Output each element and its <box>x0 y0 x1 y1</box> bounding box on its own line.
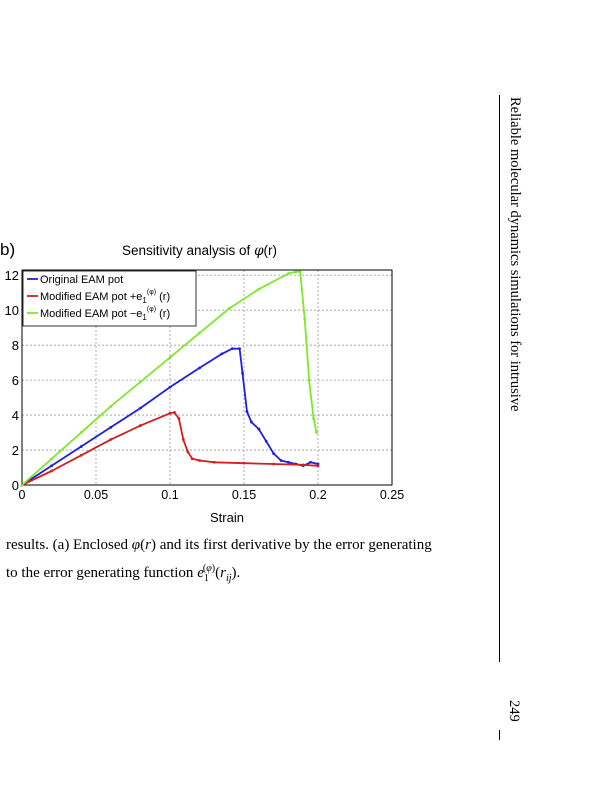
plot-frame <box>21 269 393 486</box>
phi-r-symbol: φ <box>131 537 141 553</box>
data-point <box>139 380 142 384</box>
data-point <box>50 457 53 461</box>
y-tick-label: 10 <box>5 303 19 318</box>
y-tick-label: 6 <box>12 373 19 388</box>
data-point <box>109 404 113 408</box>
chart-title: Sensitivity analysis of φ(r) <box>122 243 277 259</box>
legend-entry: Original EAM pot <box>40 274 123 286</box>
y-tick-label: 4 <box>12 408 19 423</box>
legend-entry: Modified EAM pot +e1(φ) (r) <box>40 289 170 305</box>
data-point <box>312 417 315 420</box>
data-point <box>198 459 202 462</box>
data-point <box>50 469 53 473</box>
x-tick-label: 0.2 <box>309 488 326 502</box>
data-point <box>79 445 83 448</box>
series-lines <box>20 270 320 487</box>
data-point <box>168 411 172 415</box>
data-point <box>315 431 318 434</box>
data-point <box>230 347 234 351</box>
data-point <box>316 464 320 468</box>
data-point <box>50 464 53 468</box>
data-point <box>168 385 172 389</box>
error-function-symbol: e <box>197 565 204 581</box>
running-head: Reliable molecular dynamics simulations … <box>507 97 523 412</box>
data-point <box>287 460 290 464</box>
caption-line2-post: . <box>236 565 241 581</box>
data-point <box>79 453 83 457</box>
data-point <box>198 366 202 370</box>
data-point <box>298 270 302 274</box>
data-point <box>186 450 190 454</box>
caption-line1-mid: and its first derivative by the error ge… <box>155 537 432 553</box>
data-point <box>139 424 142 427</box>
data-point <box>242 461 246 465</box>
data-point <box>250 420 253 424</box>
legend-entry: Modified EAM pot −e1(φ) (r) <box>40 306 170 322</box>
panel-label: b) <box>0 240 16 259</box>
y-tick-label: 8 <box>12 338 19 353</box>
data-point <box>198 331 202 335</box>
caption-line2-pre: to the error generating function <box>6 565 198 581</box>
y-tick-label: 2 <box>12 443 19 458</box>
data-point <box>238 347 241 351</box>
legend: Original EAM pot Modified EAM pot +e1(φ) … <box>22 270 197 327</box>
page-number: 249 <box>506 700 522 722</box>
y-tick-label: 0 <box>12 478 19 493</box>
data-point <box>257 287 261 291</box>
data-point <box>168 355 172 359</box>
data-point <box>139 406 142 410</box>
series-line-1 <box>21 347 319 486</box>
data-point <box>227 307 231 310</box>
data-point <box>109 425 113 429</box>
data-point <box>241 371 244 375</box>
caption-line1-pre: results. (a) Enclosed <box>6 537 132 553</box>
data-point <box>20 483 24 487</box>
caption-line-1: results. (a) Enclosed φ(r) and its first… <box>6 537 432 553</box>
data-point <box>213 460 216 464</box>
data-point <box>279 459 283 462</box>
x-tick-label: 0.1 <box>161 488 178 502</box>
data-point <box>181 438 185 441</box>
data-point <box>220 352 224 356</box>
data-point <box>294 270 298 274</box>
data-point <box>303 317 307 321</box>
x-tick-label: 0.25 <box>380 488 404 502</box>
data-point <box>177 417 181 420</box>
series-line-3 <box>21 270 318 486</box>
side-rule-top <box>499 95 500 662</box>
data-point <box>301 463 305 467</box>
data-point <box>309 460 312 464</box>
data-point <box>307 378 311 382</box>
chart-title-suffix: (r) <box>263 243 278 258</box>
data-point <box>272 452 275 455</box>
legend-box <box>22 270 197 327</box>
chart-title-prefix: Sensitivity analysis of <box>122 243 255 258</box>
x-tick-label: 0 <box>19 488 26 502</box>
data-point <box>287 272 290 275</box>
data-point <box>272 462 275 466</box>
data-point <box>245 410 249 413</box>
data-point <box>109 438 113 441</box>
data-point <box>173 411 176 414</box>
data-point <box>257 427 261 431</box>
x-tick-label: 0.05 <box>84 488 108 502</box>
y-tick-label: 12 <box>5 268 19 283</box>
caption-line-2: to the error generating function e1(φ)(r… <box>6 563 241 584</box>
data-point <box>264 439 268 443</box>
chart-title-symbol: φ <box>254 243 264 259</box>
data-point <box>190 457 194 461</box>
axis-ticks: 0 0.05 0.1 0.15 0.2 0.25 0 2 4 6 8 10 12 <box>5 268 405 502</box>
side-rule-bottom <box>499 730 500 740</box>
x-tick-label: 0.15 <box>232 488 256 502</box>
x-axis-label: Strain <box>210 510 244 525</box>
data-point <box>79 431 83 434</box>
